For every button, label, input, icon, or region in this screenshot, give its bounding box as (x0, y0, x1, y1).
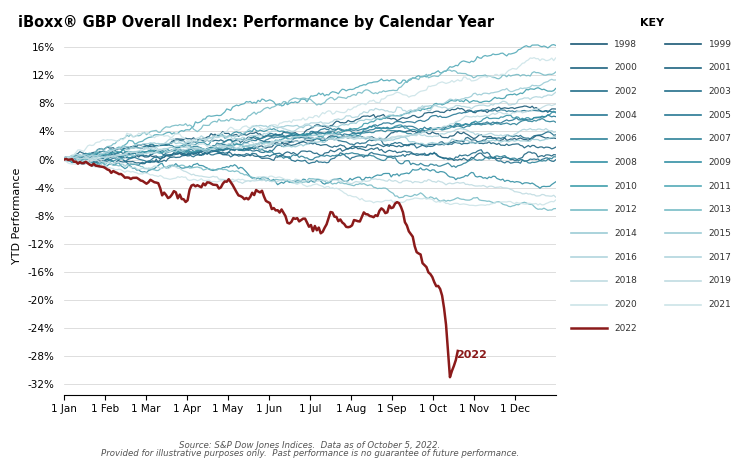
Text: 2008: 2008 (615, 158, 637, 167)
Text: 2014: 2014 (615, 229, 637, 238)
Text: 2022: 2022 (457, 350, 487, 360)
Text: 2006: 2006 (615, 134, 637, 143)
Text: 2016: 2016 (615, 252, 637, 262)
Text: 2015: 2015 (708, 229, 732, 238)
Text: 2018: 2018 (615, 276, 637, 285)
Text: 1999: 1999 (708, 39, 732, 49)
Text: 2000: 2000 (615, 63, 637, 72)
Text: 2022: 2022 (615, 324, 637, 333)
Text: 2011: 2011 (708, 182, 732, 190)
Text: 2003: 2003 (708, 87, 732, 96)
Text: KEY: KEY (640, 18, 665, 28)
Y-axis label: YTD Performance: YTD Performance (12, 168, 22, 264)
Text: 2020: 2020 (615, 300, 637, 309)
Text: 2013: 2013 (708, 205, 732, 214)
Text: 2009: 2009 (708, 158, 732, 167)
Text: 2001: 2001 (708, 63, 732, 72)
Text: 2019: 2019 (708, 276, 732, 285)
Text: Provided for illustrative purposes only.  Past performance is no guarantee of fu: Provided for illustrative purposes only.… (101, 449, 519, 458)
Text: 2002: 2002 (615, 87, 637, 96)
Text: 2012: 2012 (615, 205, 637, 214)
Text: 2007: 2007 (708, 134, 732, 143)
Text: 2010: 2010 (615, 182, 637, 190)
Text: 2005: 2005 (708, 111, 732, 120)
Text: 1998: 1998 (615, 39, 637, 49)
Text: 2017: 2017 (708, 252, 732, 262)
Text: 2021: 2021 (708, 300, 731, 309)
Text: 2004: 2004 (615, 111, 637, 120)
Text: iBoxx® GBP Overall Index: Performance by Calendar Year: iBoxx® GBP Overall Index: Performance by… (17, 15, 494, 30)
Text: Source: S&P Dow Jones Indices.  Data as of October 5, 2022.: Source: S&P Dow Jones Indices. Data as o… (179, 441, 441, 449)
